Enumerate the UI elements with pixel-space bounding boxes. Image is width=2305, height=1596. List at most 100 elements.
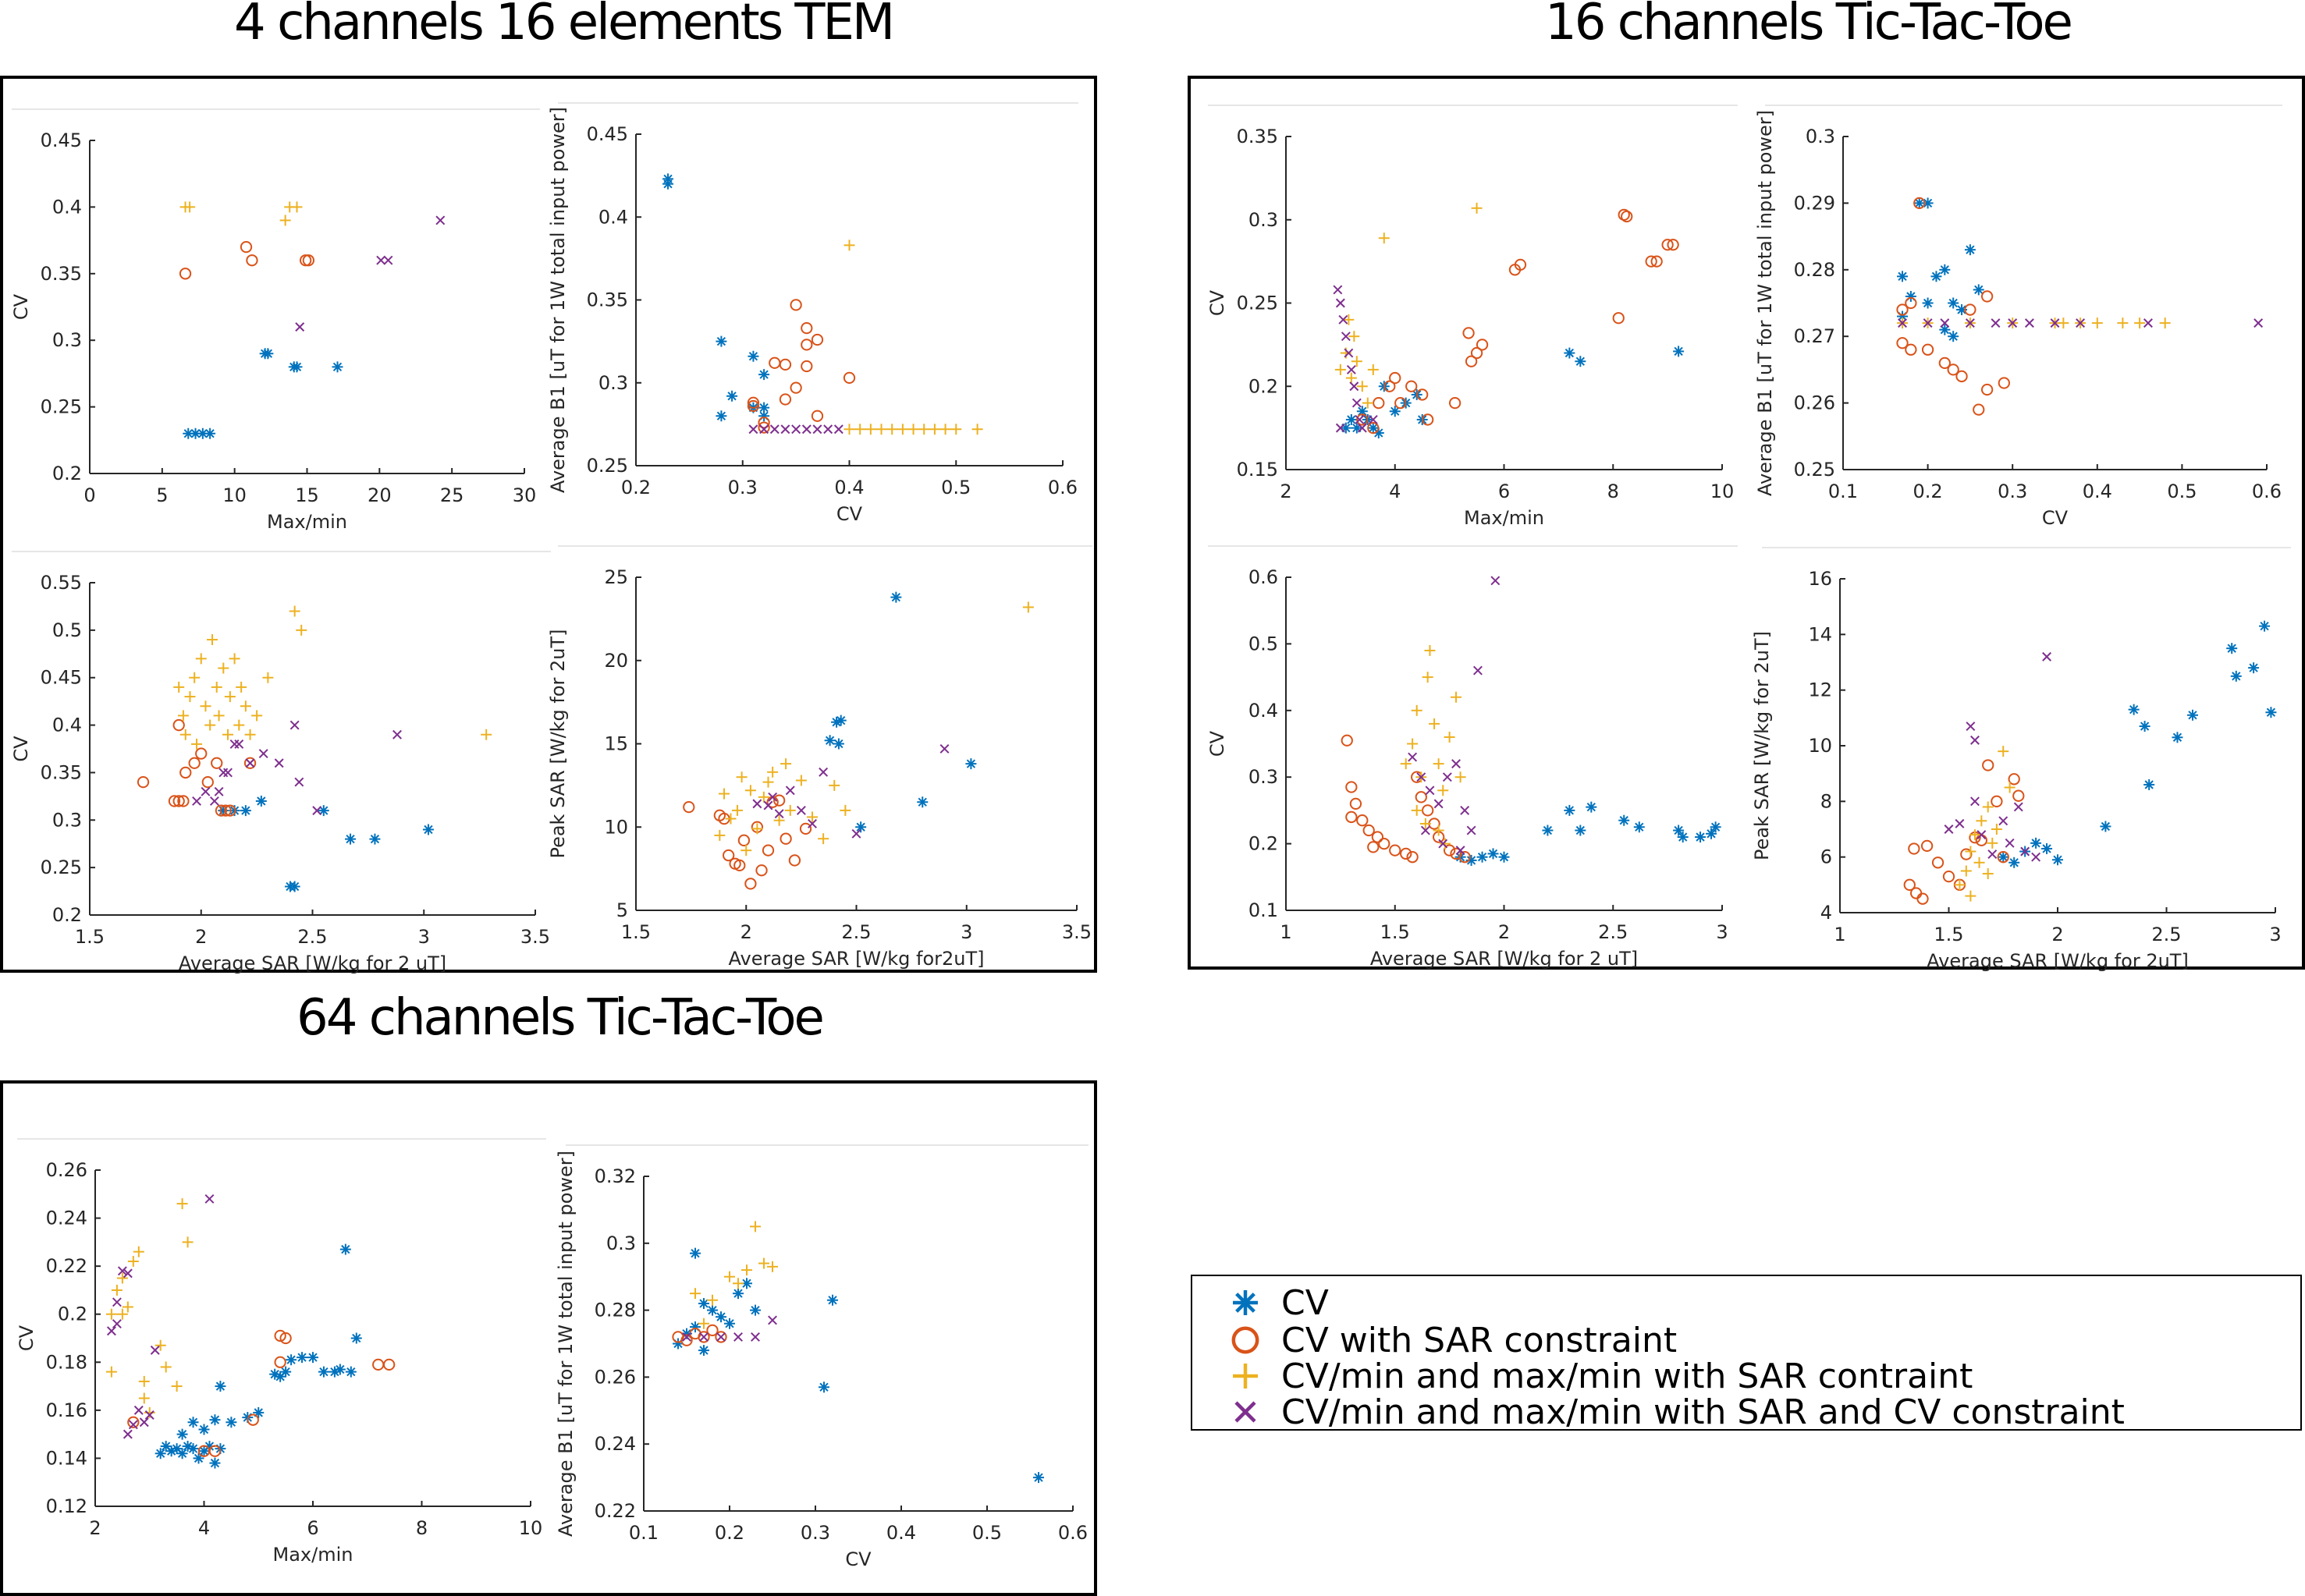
data-point-asterisk <box>1956 304 1968 316</box>
data-point-cross <box>763 800 773 810</box>
x-tick-label: 15 <box>295 484 319 506</box>
data-point-circle <box>1991 795 2003 807</box>
data-point-plus <box>1965 846 1976 857</box>
data-point-plus <box>1433 825 1444 836</box>
data-point-circle <box>758 421 770 434</box>
data-point-circle <box>762 844 775 857</box>
data-point-asterisk <box>1033 1472 1044 1484</box>
data-point-plus <box>105 1366 117 1378</box>
x-tick-label: 0.4 <box>834 477 864 498</box>
data-point-circle <box>715 1331 727 1343</box>
data-point-circle <box>698 1331 710 1343</box>
y-tick-label: 0.3 <box>598 372 628 394</box>
data-point-cross <box>785 786 795 796</box>
data-point-asterisk <box>698 1298 709 1310</box>
x-tick-label: 2.5 <box>2151 924 2181 945</box>
x-tick-label: 0.6 <box>2252 481 2282 502</box>
series-plus <box>844 239 983 435</box>
x-tick-label: 0.3 <box>728 477 758 498</box>
data-point-plus <box>240 700 251 712</box>
series-circle <box>179 240 315 280</box>
data-point-plus <box>244 729 256 740</box>
data-point-asterisk <box>741 1278 752 1289</box>
series-asterisk <box>183 348 343 439</box>
data-point-cross <box>289 720 300 730</box>
data-point-cross <box>150 1345 160 1355</box>
data-point-cross <box>139 1417 149 1428</box>
y-tick-label: 0.16 <box>46 1399 87 1421</box>
data-point-asterisk <box>1575 356 1586 367</box>
x-tick-label: 3.5 <box>520 926 550 948</box>
data-point-plus <box>1345 372 1357 384</box>
data-point-circle <box>801 360 813 373</box>
data-point-cross <box>1344 348 1354 358</box>
data-point-circle <box>1345 781 1358 793</box>
y-tick-label: 0.45 <box>41 667 82 689</box>
data-point-plus <box>1356 381 1368 392</box>
data-point-circle <box>1908 842 1920 855</box>
series-circle <box>127 1329 396 1457</box>
data-point-plus <box>1419 818 1431 829</box>
y-tick-label: 0.4 <box>52 715 82 736</box>
data-point-plus <box>844 424 855 435</box>
data-point-cross <box>274 758 284 768</box>
data-point-plus <box>840 804 851 816</box>
data-point-plus <box>1429 718 1440 729</box>
x-tick-label: 2 <box>1498 921 1510 943</box>
data-point-plus <box>179 729 191 740</box>
y-tick-label: 0.25 <box>1794 459 1835 481</box>
data-point-asterisk <box>187 1417 199 1428</box>
data-point-circle <box>279 1332 292 1345</box>
data-point-plus <box>758 791 769 803</box>
data-point-circle <box>177 795 190 807</box>
series-cross <box>682 1315 777 1342</box>
data-point-plus <box>731 804 743 816</box>
data-point-asterisk <box>716 410 727 422</box>
data-point-circle <box>195 747 208 760</box>
data-point-circle <box>302 254 315 267</box>
data-point-cross <box>112 1297 122 1307</box>
data-point-cross <box>1460 805 1470 815</box>
data-point-cross <box>258 749 268 759</box>
data-point-asterisk <box>345 833 357 845</box>
data-point-plus <box>154 1339 166 1351</box>
data-point-circle <box>1356 413 1369 426</box>
x-tick-label: 0 <box>83 484 95 506</box>
data-point-cross <box>1970 735 1980 745</box>
y-tick-label: 25 <box>604 566 628 588</box>
data-point-circle <box>723 849 735 862</box>
data-point-asterisk <box>1564 804 1575 816</box>
data-point-circle <box>1621 210 1633 223</box>
y-tick-label: 0.25 <box>1237 293 1278 314</box>
x-tick-label: 10 <box>222 484 247 506</box>
data-point-plus <box>1976 815 1987 827</box>
data-point-plus <box>481 729 492 740</box>
legend-entry-cvmin-sar-cv: CV/min and max/min with SAR and CV const… <box>1224 1392 2125 1432</box>
y-tick-label: 0.24 <box>46 1208 87 1229</box>
axes: 1 1.5 2 2.5 3 4 6 8 10 12 14 16 <box>1808 568 2281 945</box>
y-axis-label: Average B1 [uT for 1W total input power] <box>1754 110 1776 496</box>
x-tick-label: 3 <box>418 926 430 948</box>
y-tick-label: 0.45 <box>587 123 628 145</box>
data-point-circle <box>1406 851 1419 864</box>
x-tick-label: 8 <box>416 1517 428 1539</box>
data-point-plus <box>1987 837 1998 849</box>
data-point-asterisk <box>1673 825 1685 836</box>
data-point-circle <box>1980 383 1994 396</box>
y-tick-label: 0.45 <box>41 129 82 151</box>
data-point-circle <box>1462 327 1475 339</box>
data-point-circle <box>1931 857 1945 869</box>
data-point-plus <box>2117 317 2129 329</box>
data-point-circle <box>219 804 232 817</box>
data-point-plus <box>2134 317 2146 329</box>
data-point-cross <box>752 799 762 809</box>
series-circle <box>747 299 856 434</box>
data-point-circle <box>1470 346 1483 360</box>
series-circle <box>1896 197 2010 416</box>
data-point-cross <box>808 819 817 828</box>
data-point-circle <box>779 393 792 406</box>
panel-frame-ttt64 <box>0 1080 1097 1596</box>
data-point-asterisk <box>1389 406 1401 417</box>
data-point-cross <box>2013 802 2023 812</box>
